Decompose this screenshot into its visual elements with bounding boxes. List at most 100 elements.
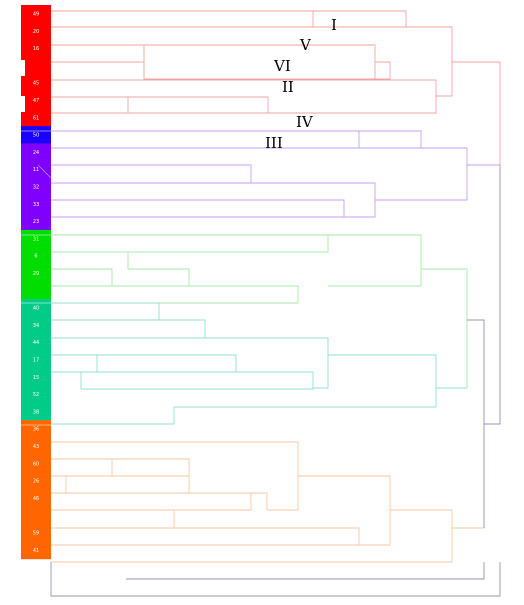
leaf-label: 47: [33, 98, 39, 104]
leaf-cell: [21, 333, 51, 352]
leaf-cell: [21, 316, 51, 335]
leaf-label: 49: [33, 11, 39, 17]
branch-link: [452, 61, 501, 165]
leaf-label: 24: [33, 150, 39, 156]
leaf-label: 26: [33, 479, 39, 485]
leaf-label: 40: [33, 306, 39, 312]
leaf-cell: [21, 126, 51, 144]
branch-link: [51, 509, 453, 563]
branch-link: [51, 511, 175, 529]
branch-link: [126, 562, 485, 580]
leaf-cell: [21, 368, 51, 387]
leaf-label: 34: [33, 323, 39, 329]
branch-link: [51, 458, 113, 477]
leaf-label: 6: [34, 254, 37, 260]
branches: [37, 10, 501, 597]
notch: [18, 96, 25, 112]
clade-label-I: I: [331, 16, 337, 34]
leaf-label: 44: [33, 340, 39, 346]
leaf-cell: [21, 299, 51, 317]
clade-label-VI: VI: [273, 57, 291, 75]
branch-link: [51, 285, 299, 304]
leaf-label: 11: [33, 167, 39, 173]
leaf-cell: [21, 506, 51, 525]
branch-link: [51, 492, 252, 511]
branch-link: [37, 164, 52, 179]
branch-link: [251, 492, 268, 510]
leaf-label: 61: [33, 115, 39, 121]
leaf-cell: [21, 385, 51, 404]
leaf-cell: [21, 247, 51, 266]
branch-link: [51, 79, 437, 114]
leaf-label: 46: [33, 496, 39, 502]
leaf-label: 36: [33, 427, 39, 433]
branch-link: [51, 130, 422, 149]
leaf-label: 45: [33, 81, 39, 87]
leaf-cell: [21, 178, 51, 196]
leaf-cell: [21, 489, 51, 508]
branch-link: [484, 165, 501, 425]
branch-link: [51, 354, 237, 373]
branch-link: [143, 45, 375, 80]
branch-link: [51, 235, 329, 253]
branch-link: [51, 371, 314, 390]
leaf-cell: [21, 524, 51, 542]
leaf-label: 33: [33, 202, 39, 208]
leaf-cell: [21, 39, 51, 58]
branch-link: [51, 234, 422, 287]
leaf-cell: [21, 195, 51, 214]
clade-label-II: II: [282, 78, 294, 96]
clade-label-III: III: [265, 134, 283, 152]
leaf-bar: 49 20 16 45 47 61 50 24 11 32 33 23 31 6 29 40 34 44 17 15 5…: [18, 5, 51, 560]
leaf-label: 59: [33, 530, 39, 536]
clade-label-IV: IV: [296, 113, 314, 131]
leaf-label: 29: [33, 271, 39, 277]
branch-link: [51, 164, 252, 184]
branch-link: [51, 26, 453, 97]
leaf-label: 50: [33, 133, 39, 139]
branch-link: [81, 319, 206, 339]
branch-link: [51, 268, 113, 286]
leaf-cell: [21, 229, 51, 248]
leaf-cell: [21, 212, 51, 231]
leaf-cell: [21, 454, 51, 473]
leaf-cell: [21, 402, 51, 421]
branch-link: [51, 337, 329, 389]
leaf-cell: [21, 541, 51, 560]
leaf-cell: [21, 351, 51, 369]
leaf-cell: [21, 56, 51, 75]
leaf-cell: [21, 74, 51, 93]
leaf-label: 16: [33, 46, 39, 52]
leaf-label: 41: [33, 548, 39, 554]
leaf-cell: [21, 5, 51, 23]
leaf-label: 60: [33, 461, 39, 467]
branch-link: [51, 302, 160, 321]
leaf-label: 38: [33, 409, 39, 415]
leaf-label: 31: [33, 236, 39, 242]
branch-link: [467, 319, 485, 528]
leaf-label: 23: [33, 219, 39, 225]
leaf-cell: [21, 420, 51, 439]
branch-link: [51, 182, 376, 218]
leaf-cell: [21, 264, 51, 283]
leaf-cell: [21, 108, 51, 127]
branch-link: [51, 147, 468, 201]
branch-link: [51, 355, 98, 373]
leaf-label: 52: [33, 392, 39, 398]
branch-link: [112, 458, 190, 476]
leaf-label: 15: [33, 375, 39, 381]
notch: [18, 60, 25, 76]
leaf-cell: [21, 437, 51, 456]
branch-link: [51, 96, 269, 113]
leaf-cell: [21, 160, 51, 179]
branch-link: [51, 199, 345, 217]
branch-link: [51, 527, 360, 546]
leaf-label: 43: [33, 444, 39, 450]
clade-label-V: V: [299, 36, 312, 54]
leaf-label: 32: [33, 184, 39, 190]
branch-link: [51, 476, 67, 494]
branch-link: [298, 475, 391, 546]
branch-link: [50, 562, 501, 597]
